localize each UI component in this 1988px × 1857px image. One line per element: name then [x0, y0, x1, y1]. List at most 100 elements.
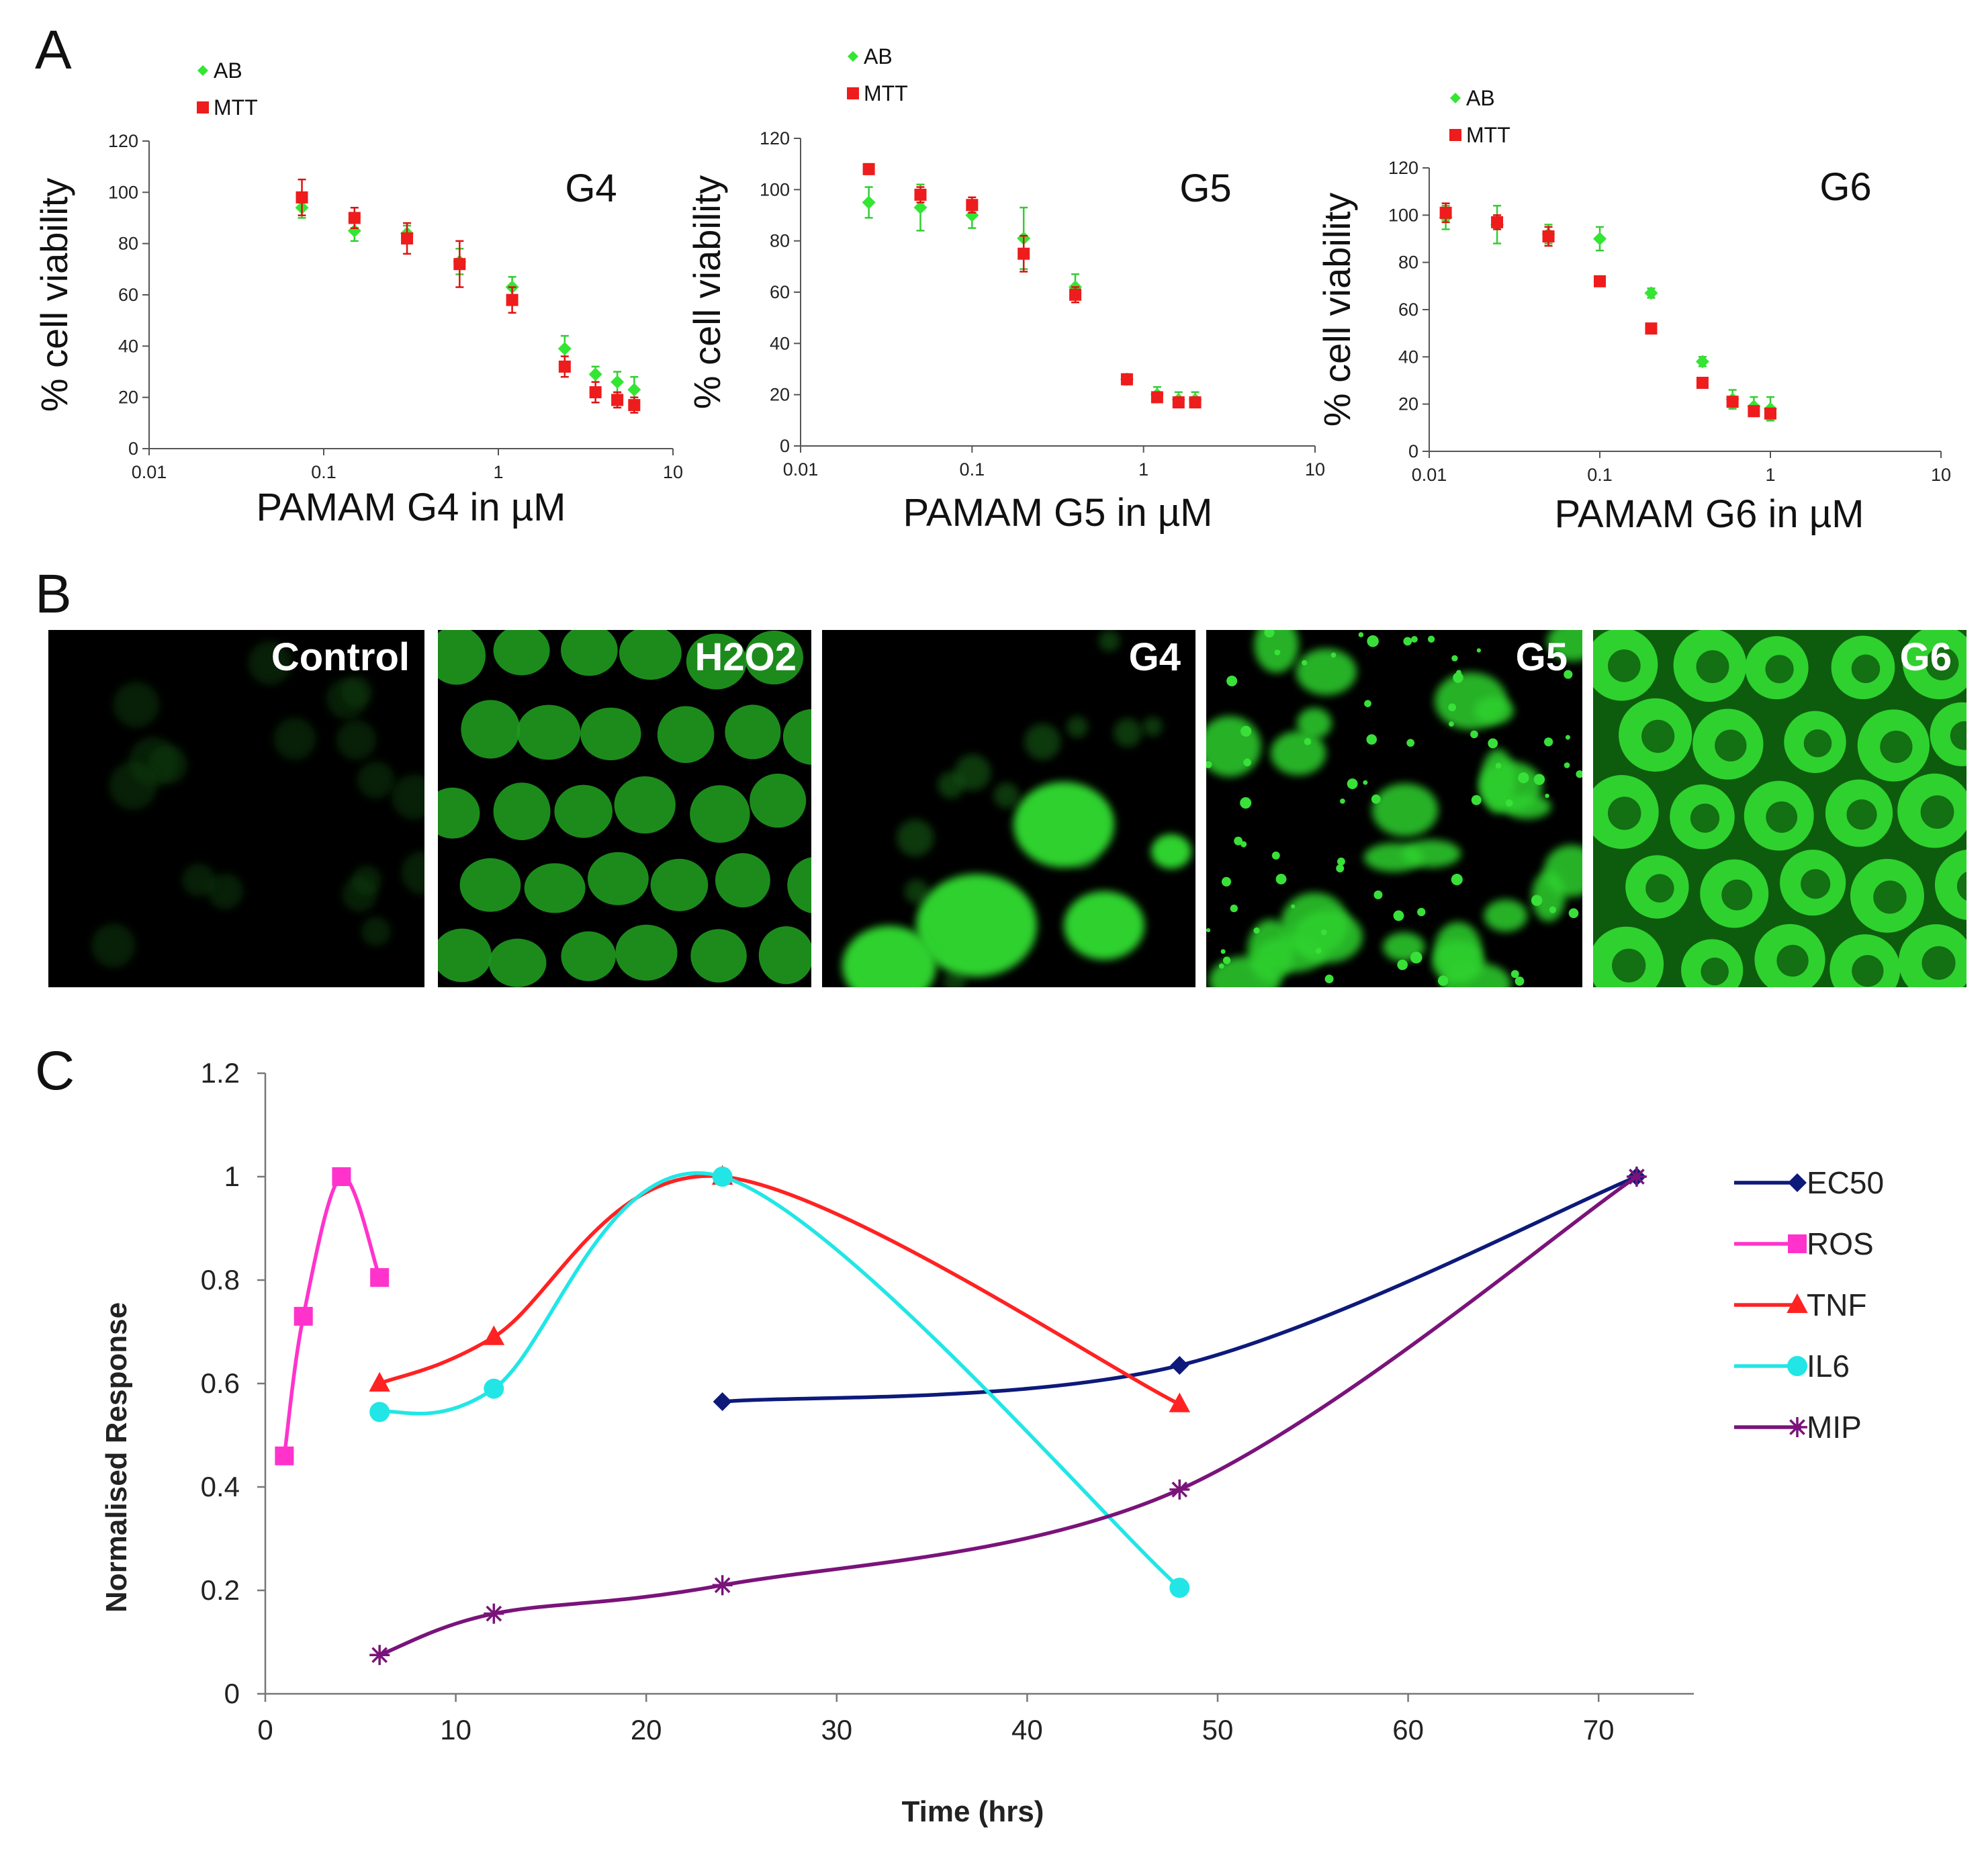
cell-granule [1449, 721, 1454, 727]
data-point-mip-stroke [714, 1577, 731, 1594]
cell-faint [904, 879, 930, 904]
x-tick-label: 10 [663, 462, 683, 482]
cell-nucleus [1925, 647, 1959, 681]
cell-nucleus [561, 931, 616, 981]
cell-nucleus [1721, 879, 1753, 911]
data-point-mip-stroke [1171, 1482, 1188, 1498]
x-tick-label: 10 [440, 1714, 471, 1746]
legend-label-ros: ROS [1807, 1226, 1874, 1261]
series-line-mip [379, 1175, 1638, 1657]
cell-nucleus [1715, 729, 1747, 762]
series-line-ros [282, 1175, 381, 1457]
y-tick-label: 20 [118, 388, 138, 408]
x-tick-label: 0 [257, 1714, 273, 1746]
cell-faint [357, 761, 395, 799]
data-point-mtt [1764, 407, 1776, 420]
data-point-mtt [966, 199, 979, 212]
data-point-mip-stroke [1629, 1169, 1645, 1185]
cell-granule [1495, 762, 1502, 769]
y-axis-title: % cell viability [1316, 193, 1358, 427]
series-line-tnf [379, 1174, 1181, 1406]
cell-granule [1417, 907, 1426, 917]
cell-irregular [1371, 783, 1439, 837]
cell-faint [1067, 716, 1088, 738]
cell-nucleus [493, 630, 550, 676]
x-tick-label: 0.01 [783, 459, 819, 480]
data-point-mtt [506, 293, 518, 306]
cell-nucleus [1801, 869, 1831, 899]
legend-label-mip: MIP [1807, 1410, 1862, 1445]
data-point-mtt [862, 163, 875, 175]
cell-granule [1564, 670, 1573, 679]
cell-granule [1220, 949, 1226, 954]
cell-layer-g4 [842, 630, 1191, 987]
x-axis-title: PAMAM G6 in µM [1555, 492, 1864, 536]
cell-nucleus [1950, 721, 1967, 750]
cell-granule [1315, 948, 1322, 954]
cell-granule [1363, 780, 1368, 785]
y-tick-label: 120 [760, 128, 790, 148]
x-tick-label: 40 [1011, 1714, 1043, 1746]
cell-faint [897, 819, 934, 857]
cell-irregular [1432, 940, 1484, 984]
cell-nucleus [1765, 655, 1794, 684]
cell-granule [1206, 927, 1211, 933]
cell-nucleus [1956, 871, 1967, 901]
y-tick-label: 0 [780, 436, 790, 456]
x-tick-label: 0.1 [311, 462, 336, 482]
cell-granule [1565, 735, 1570, 740]
cell-granule [1531, 895, 1543, 906]
data-point-mip [1169, 1479, 1190, 1500]
cell-faint [954, 754, 991, 791]
data-point-mip [1626, 1167, 1647, 1187]
data-point-mtt [453, 258, 466, 271]
cell-irregular [1293, 910, 1363, 963]
cell-nucleus [615, 924, 678, 981]
cell-granule [1476, 648, 1482, 653]
panel-label-b: B [35, 563, 72, 625]
data-point-ros [293, 1306, 313, 1326]
legend-marker-ab [197, 65, 208, 76]
cell-granule [1437, 975, 1449, 986]
x-tick-label: 0.01 [1412, 465, 1447, 485]
data-point-mtt [1018, 247, 1030, 260]
y-tick-label: 1.2 [201, 1057, 240, 1089]
cell-granule [1576, 770, 1582, 778]
cell-nucleus [715, 853, 770, 907]
data-point-mtt [1120, 373, 1133, 386]
data-point-mtt [1172, 396, 1185, 409]
y-tick-label: 80 [118, 234, 138, 254]
cell-irregular [1296, 648, 1357, 695]
cell-nucleus [1803, 729, 1832, 758]
cell-granule [1488, 738, 1498, 749]
legend-marker-mip [1787, 1417, 1807, 1437]
cell-nucleus [1873, 880, 1907, 914]
data-point-il6 [712, 1167, 733, 1187]
cell-nucleus [587, 852, 649, 905]
cell-granule [1543, 737, 1553, 747]
legend-marker-mtt [847, 87, 859, 99]
y-tick-label: 1 [224, 1161, 240, 1192]
y-tick-label: 120 [1388, 158, 1418, 178]
data-point-ab [862, 195, 876, 210]
cell-irregular [1209, 956, 1281, 987]
cell-faint [273, 717, 316, 760]
legend-marker-il6 [1787, 1356, 1807, 1376]
cell-nucleus [690, 929, 747, 983]
cell-nucleus [1612, 948, 1646, 983]
cell-faint [993, 782, 1020, 809]
cell-granule [1427, 635, 1435, 643]
y-tick-label: 100 [760, 179, 790, 199]
cell-nucleus [782, 709, 811, 765]
legend-label-ec50: EC50 [1807, 1165, 1884, 1200]
legend-marker-ros [1788, 1234, 1807, 1253]
cell-granule [1330, 652, 1337, 658]
legend-label-tnf: TNF [1807, 1287, 1866, 1322]
x-tick-label: 1 [1765, 465, 1775, 485]
cell-nucleus [725, 705, 781, 760]
y-tick-label: 60 [1398, 300, 1418, 320]
cell-irregular [1297, 708, 1332, 739]
cell-granule [1364, 700, 1371, 707]
cell-granule [1337, 857, 1345, 866]
cell-granule [1411, 635, 1418, 643]
